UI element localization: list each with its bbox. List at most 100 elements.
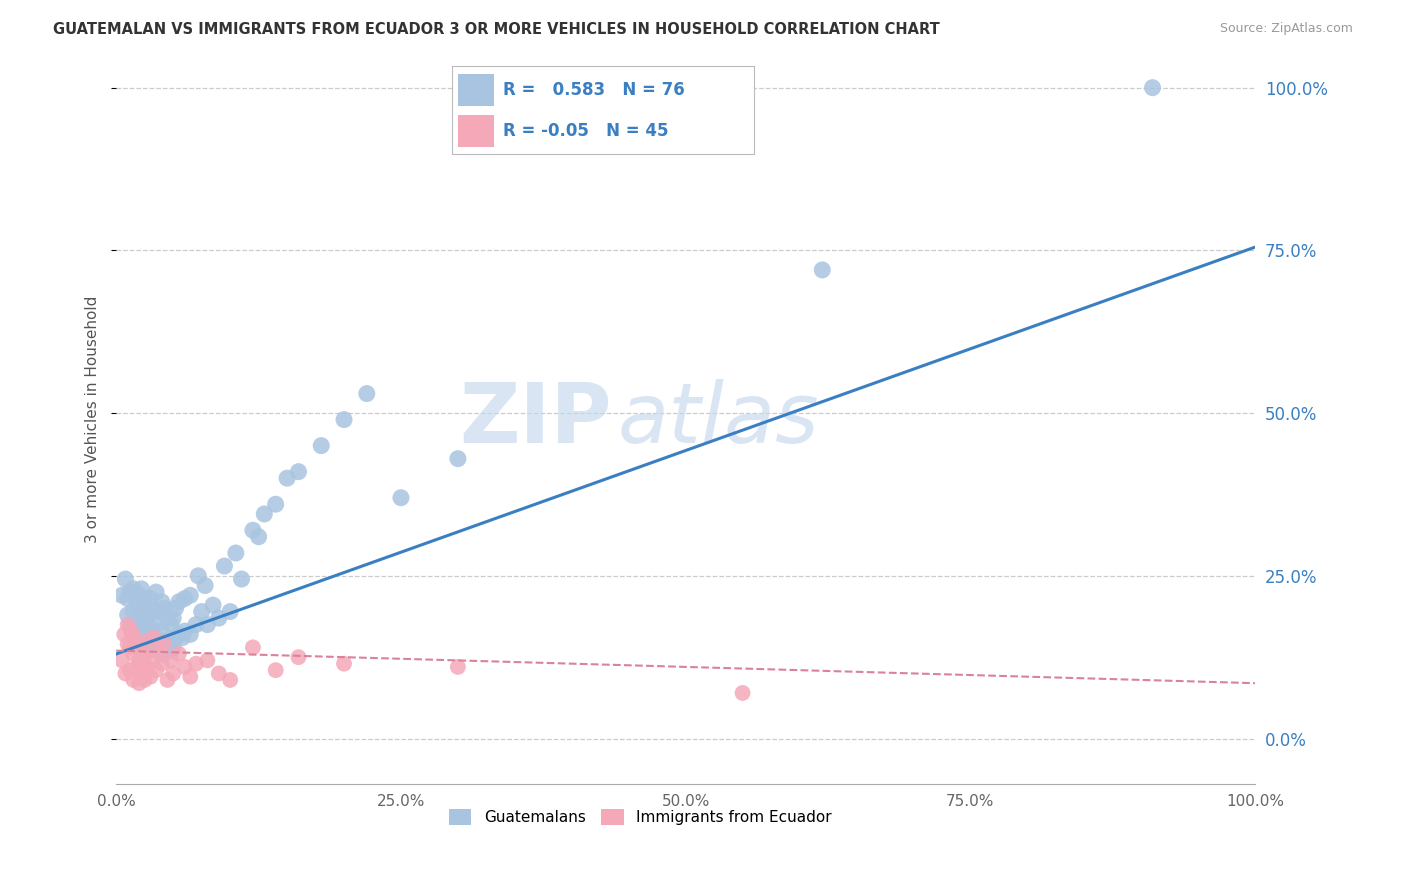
Point (447, 660, 470, 674)
Point (153, 633, 176, 648)
Point (208, 666, 231, 681)
Point (134, 595, 156, 609)
Point (131, 666, 153, 681)
Point (309, 439, 332, 453)
Point (333, 657, 356, 671)
Point (136, 633, 159, 648)
Point (167, 627, 190, 641)
Legend: Guatemalans, Immigrants from Ecuador: Guatemalans, Immigrants from Ecuador (443, 803, 838, 831)
Point (231, 572, 253, 586)
Point (122, 627, 145, 641)
Point (125, 637, 148, 651)
Point (136, 660, 159, 674)
Point (148, 605, 170, 619)
Point (173, 624, 195, 639)
Point (131, 582, 153, 596)
Point (139, 670, 162, 684)
Point (128, 588, 150, 602)
Point (179, 670, 201, 684)
Point (131, 627, 153, 641)
Point (122, 647, 145, 661)
Point (136, 631, 159, 645)
Point (187, 569, 209, 583)
Point (333, 412, 356, 426)
Point (118, 663, 141, 677)
Text: Source: ZipAtlas.com: Source: ZipAtlas.com (1219, 22, 1353, 36)
Point (173, 660, 195, 674)
Point (389, 491, 412, 505)
Point (156, 611, 179, 625)
Point (190, 605, 212, 619)
Text: ZIP: ZIP (460, 379, 612, 460)
Point (122, 582, 145, 596)
Point (150, 657, 173, 671)
Point (117, 637, 139, 651)
Point (128, 676, 150, 690)
Point (173, 591, 195, 606)
Point (184, 657, 207, 671)
Point (134, 647, 156, 661)
Point (150, 595, 173, 609)
Point (128, 633, 150, 648)
Point (142, 631, 165, 645)
Point (165, 631, 187, 645)
Point (120, 624, 142, 639)
Point (242, 523, 264, 537)
Point (125, 595, 148, 609)
Point (131, 605, 153, 619)
Point (145, 663, 167, 677)
Point (124, 631, 146, 645)
Point (167, 647, 190, 661)
Point (219, 673, 242, 687)
Point (111, 588, 134, 602)
Point (142, 653, 165, 667)
Point (253, 507, 276, 521)
Point (128, 615, 150, 629)
Point (114, 572, 136, 586)
Point (150, 624, 173, 639)
Point (219, 605, 242, 619)
Point (111, 653, 134, 667)
Point (167, 595, 190, 609)
Point (139, 591, 162, 606)
Point (153, 601, 176, 615)
Point (134, 617, 156, 632)
Point (447, 451, 470, 466)
Point (142, 631, 165, 645)
Point (145, 617, 167, 632)
Point (287, 650, 309, 665)
Point (114, 666, 136, 681)
Point (247, 530, 270, 544)
Point (156, 673, 179, 687)
Point (160, 653, 183, 667)
Y-axis label: 3 or more Vehicles in Household: 3 or more Vehicles in Household (86, 296, 100, 543)
Point (264, 497, 287, 511)
Point (131, 643, 153, 657)
Point (128, 653, 150, 667)
Point (148, 643, 170, 657)
Text: atlas: atlas (617, 379, 818, 460)
Point (225, 546, 247, 560)
Point (179, 627, 201, 641)
Point (145, 585, 167, 599)
Point (145, 640, 167, 655)
Point (117, 591, 139, 606)
Point (811, 263, 834, 277)
Point (150, 647, 173, 661)
Point (1142, 80, 1164, 95)
Point (162, 640, 184, 655)
Point (112, 627, 135, 641)
Point (139, 643, 162, 657)
Point (139, 621, 162, 635)
Point (156, 637, 179, 651)
Point (118, 617, 141, 632)
Point (117, 607, 139, 622)
Point (165, 601, 187, 615)
Point (208, 611, 231, 625)
Point (276, 471, 298, 485)
Point (731, 686, 754, 700)
Point (356, 386, 378, 401)
Point (148, 633, 170, 648)
Point (172, 631, 194, 645)
Point (162, 611, 184, 625)
